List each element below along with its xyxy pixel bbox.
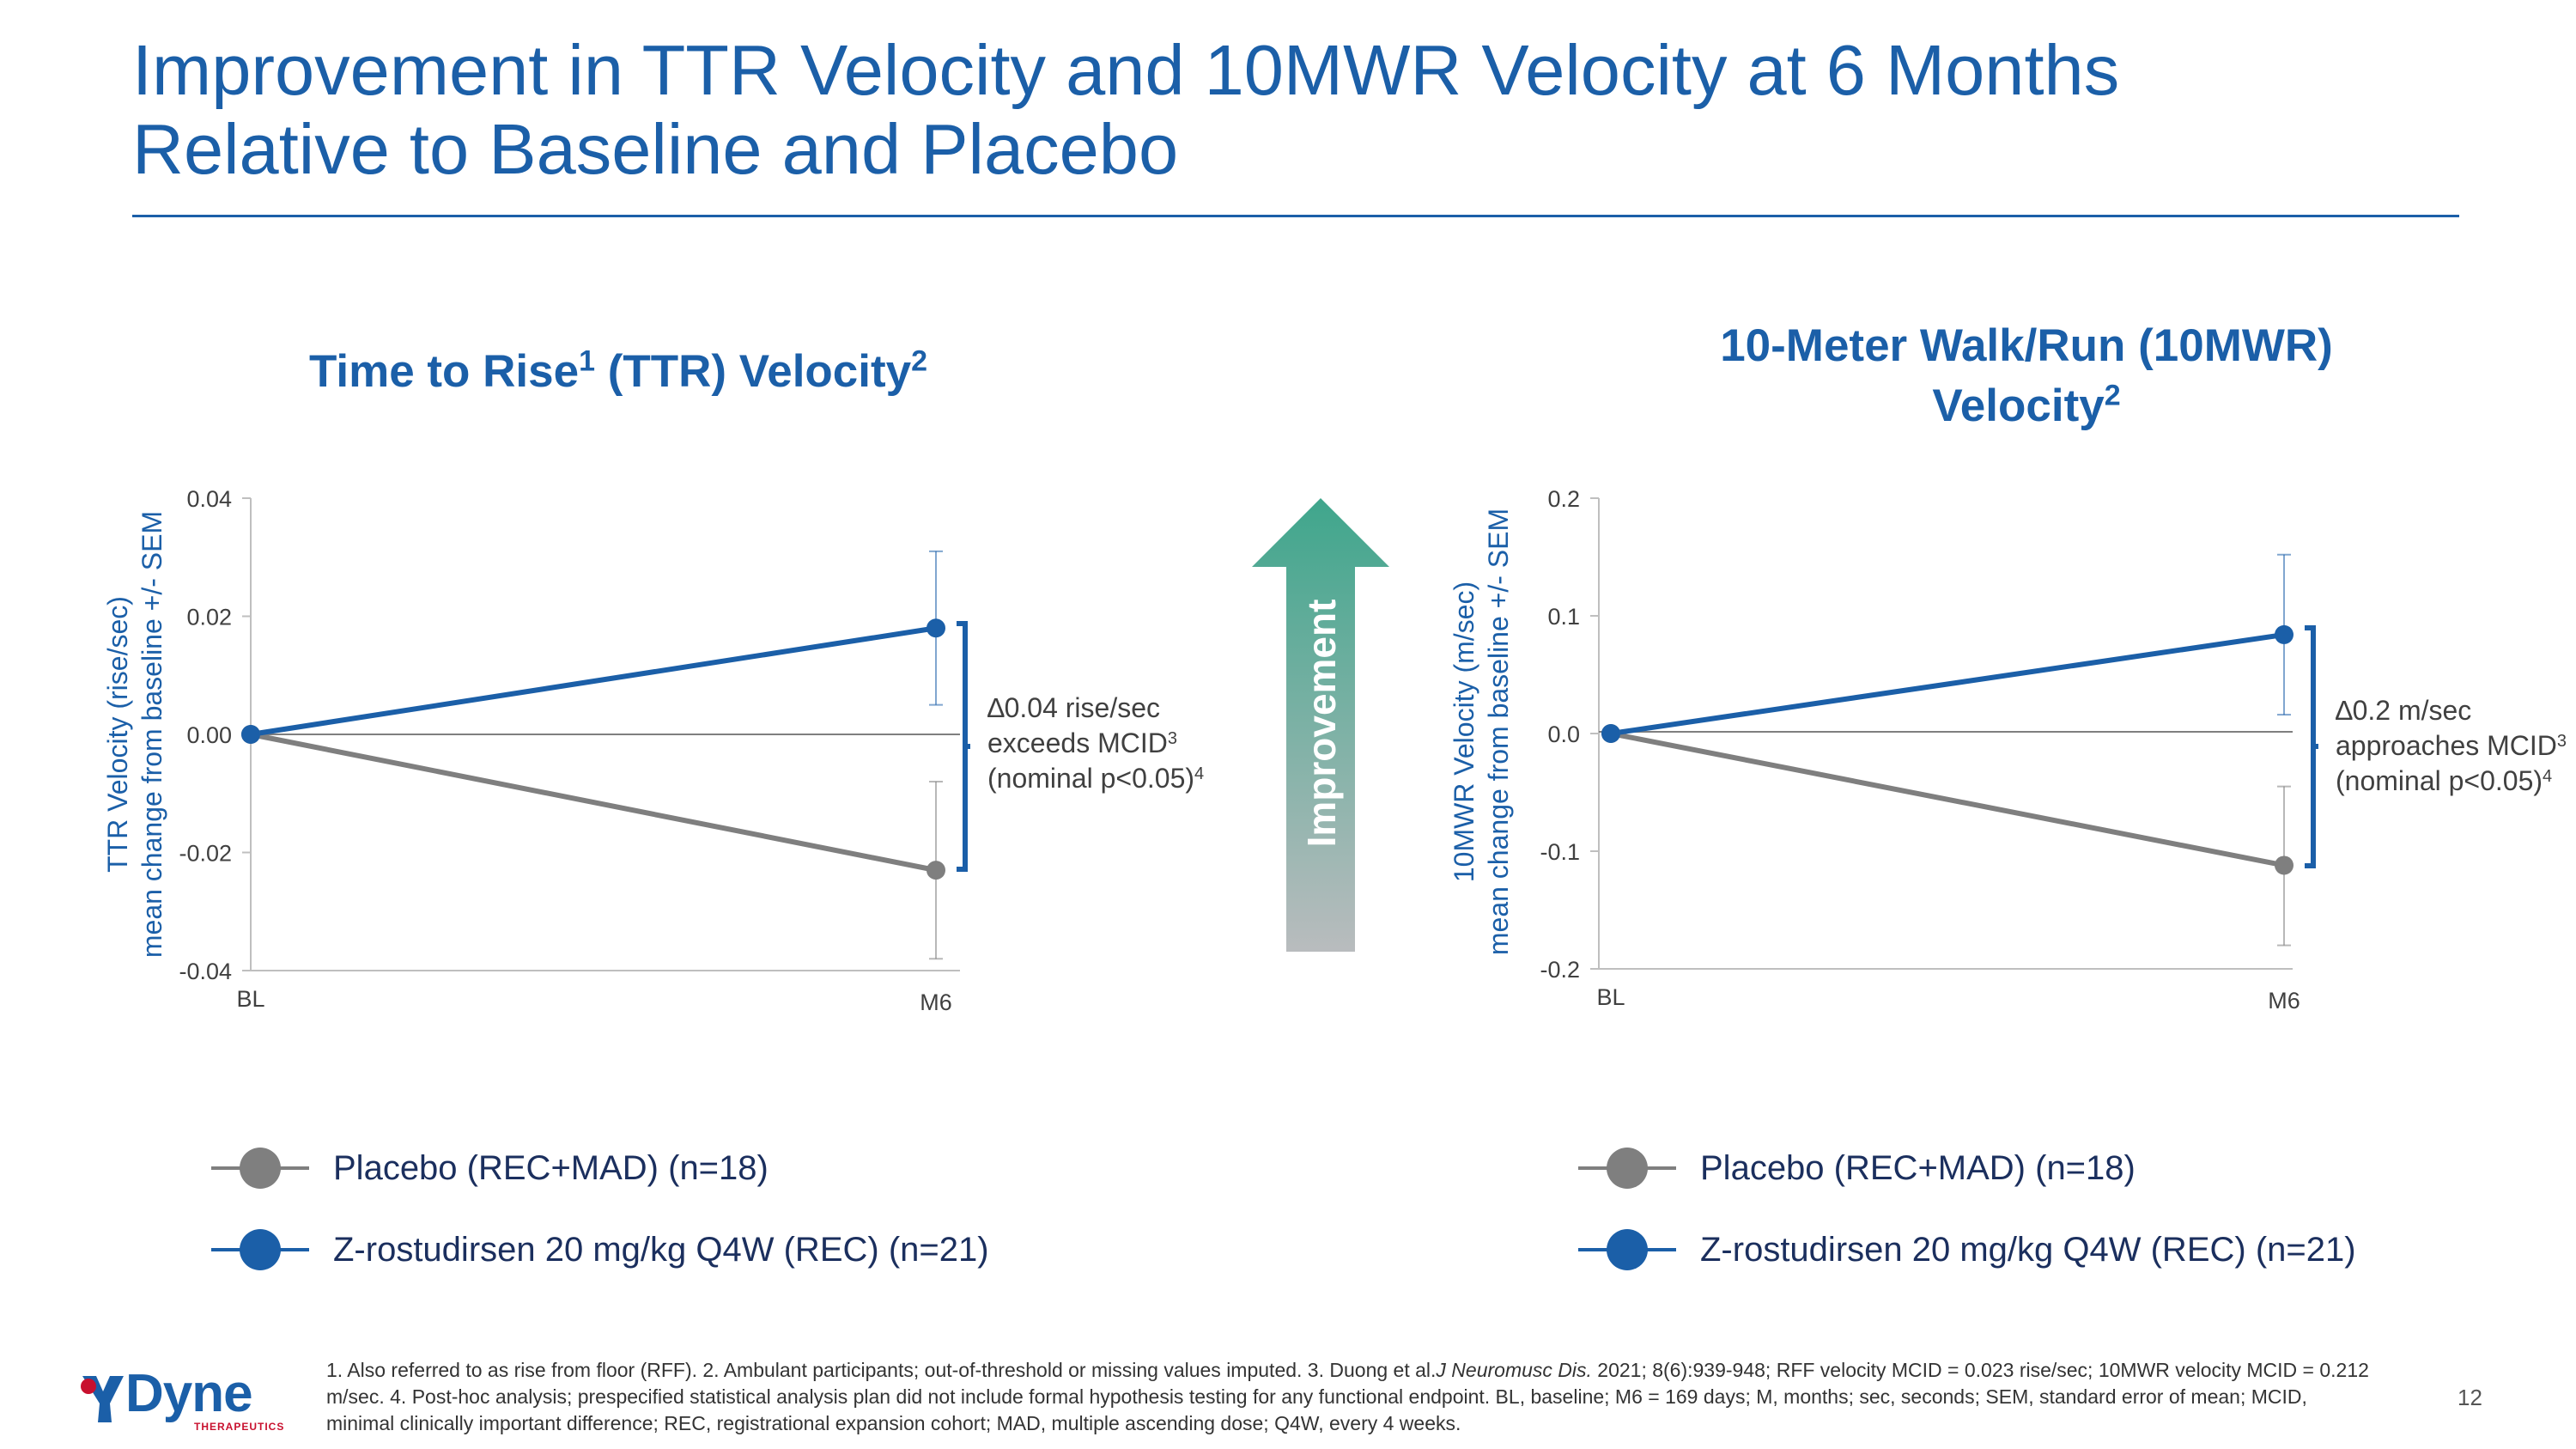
x-tick-label: M6: [920, 989, 952, 1015]
delta-annotation-line3: (nominal p<0.05)4: [2336, 765, 2552, 796]
y-ticks: 0.04 0.02 0.00 -0.02 -0.04: [179, 486, 251, 984]
y-tick-label: 0.04: [186, 486, 232, 512]
y-tick-label: 0.0: [1547, 721, 1580, 747]
series-line: [1610, 731, 2285, 868]
walk-run-chart: 0.2 0.1 0.0 -0.1 -0.2 BL M6 ∆0.2 m/sec appro…: [1449, 486, 2567, 1014]
y-axis-label-line1: TTR Velocity (rise/sec): [102, 596, 133, 873]
legend-marker-placebo: [240, 1148, 281, 1189]
x-tick-label: BL: [236, 986, 264, 1012]
y-tick-label: 0.2: [1547, 486, 1580, 512]
improvement-label: Improvement: [1299, 600, 1344, 848]
data-point: [2275, 855, 2293, 875]
footnote: 1. Also referred to as rise from floor (…: [326, 1359, 2369, 1434]
logo-subtitle: THERAPEUTICS: [194, 1421, 285, 1433]
legend-label-treatment: Z-rostudirsen 20 mg/kg Q4W (REC) (n=21): [1700, 1231, 2356, 1269]
chart2-title: 10-Meter Walk/Run (10MWR) Velocity2: [1720, 320, 2333, 431]
legend-label-placebo: Placebo (REC+MAD) (n=18): [1700, 1149, 2136, 1187]
delta-bracket: [2305, 625, 2318, 868]
y-tick-label: 0.00: [186, 722, 232, 748]
data-point: [2275, 624, 2293, 644]
page-number: 12: [2458, 1385, 2482, 1410]
y-tick-label: 0.02: [186, 605, 232, 630]
series-line: [250, 625, 937, 737]
legend-marker-treatment: [1607, 1229, 1648, 1270]
delta-annotation-line3: (nominal p<0.05)4: [987, 763, 1204, 794]
legend-marker-placebo: [1607, 1148, 1648, 1189]
x-tick-label: M6: [2268, 988, 2300, 1014]
y-tick-label: -0.2: [1540, 957, 1580, 983]
y-axis-label-line1: 10MWR Velocity (m/sec): [1449, 581, 1479, 882]
y-tick-label: 0.1: [1547, 604, 1580, 630]
y-ticks: 0.2 0.1 0.0 -0.1 -0.2: [1540, 486, 1599, 983]
y-tick-label: -0.02: [179, 841, 232, 867]
y-tick-label: -0.04: [179, 959, 232, 984]
dyne-logo: Dyne THERAPEUTICS: [77, 1364, 283, 1434]
x-tick-label: BL: [1596, 984, 1625, 1010]
legend-label-placebo: Placebo (REC+MAD) (n=18): [333, 1149, 769, 1187]
data-point: [241, 725, 260, 744]
legend-label-treatment: Z-rostudirsen 20 mg/kg Q4W (REC) (n=21): [333, 1231, 989, 1269]
legend-right: [1578, 1148, 1676, 1270]
legend-marker-treatment: [240, 1229, 281, 1270]
data-point: [927, 618, 945, 638]
series-line: [1610, 631, 2285, 736]
y-axis-label-line2: mean change from baseline +/- SEM: [1483, 508, 1514, 955]
legend-left: [211, 1148, 309, 1270]
ttr-chart: 0.04 0.02 0.00 -0.02 -0.04 BL M6 ∆0.04 rise/…: [102, 486, 1204, 1015]
improvement-arrow: Improvement: [1252, 498, 1389, 952]
logo-wordmark: Dyne: [125, 1364, 253, 1423]
title-divider: [132, 215, 2459, 217]
chart1-title: Time to Rise1 (TTR) Velocity2: [308, 344, 928, 397]
data-point: [927, 861, 945, 880]
delta-annotation-line1: ∆0.2 m/sec: [2336, 695, 2471, 726]
delta-annotation-line2: exceeds MCID3: [987, 728, 1177, 758]
delta-annotation-line2: approaches MCID3: [2336, 730, 2567, 761]
series-line: [250, 732, 937, 874]
y-tick-label: -0.1: [1540, 839, 1580, 865]
delta-bracket: [957, 621, 970, 872]
y-axis-label-line2: mean change from baseline +/- SEM: [137, 511, 167, 958]
logo-mark-icon: [81, 1376, 124, 1422]
slide-title-line1: Improvement in TTR Velocity and 10MWR Ve…: [132, 30, 2120, 110]
data-point: [1601, 724, 1620, 743]
slide-title-line2: Relative to Baseline and Placebo: [132, 109, 1179, 189]
delta-annotation-line1: ∆0.04 rise/sec: [987, 692, 1160, 723]
slide-title: Improvement in TTR Velocity and 10MWR Ve…: [132, 31, 2451, 189]
improvement-arrow-shape: [1252, 498, 1389, 952]
